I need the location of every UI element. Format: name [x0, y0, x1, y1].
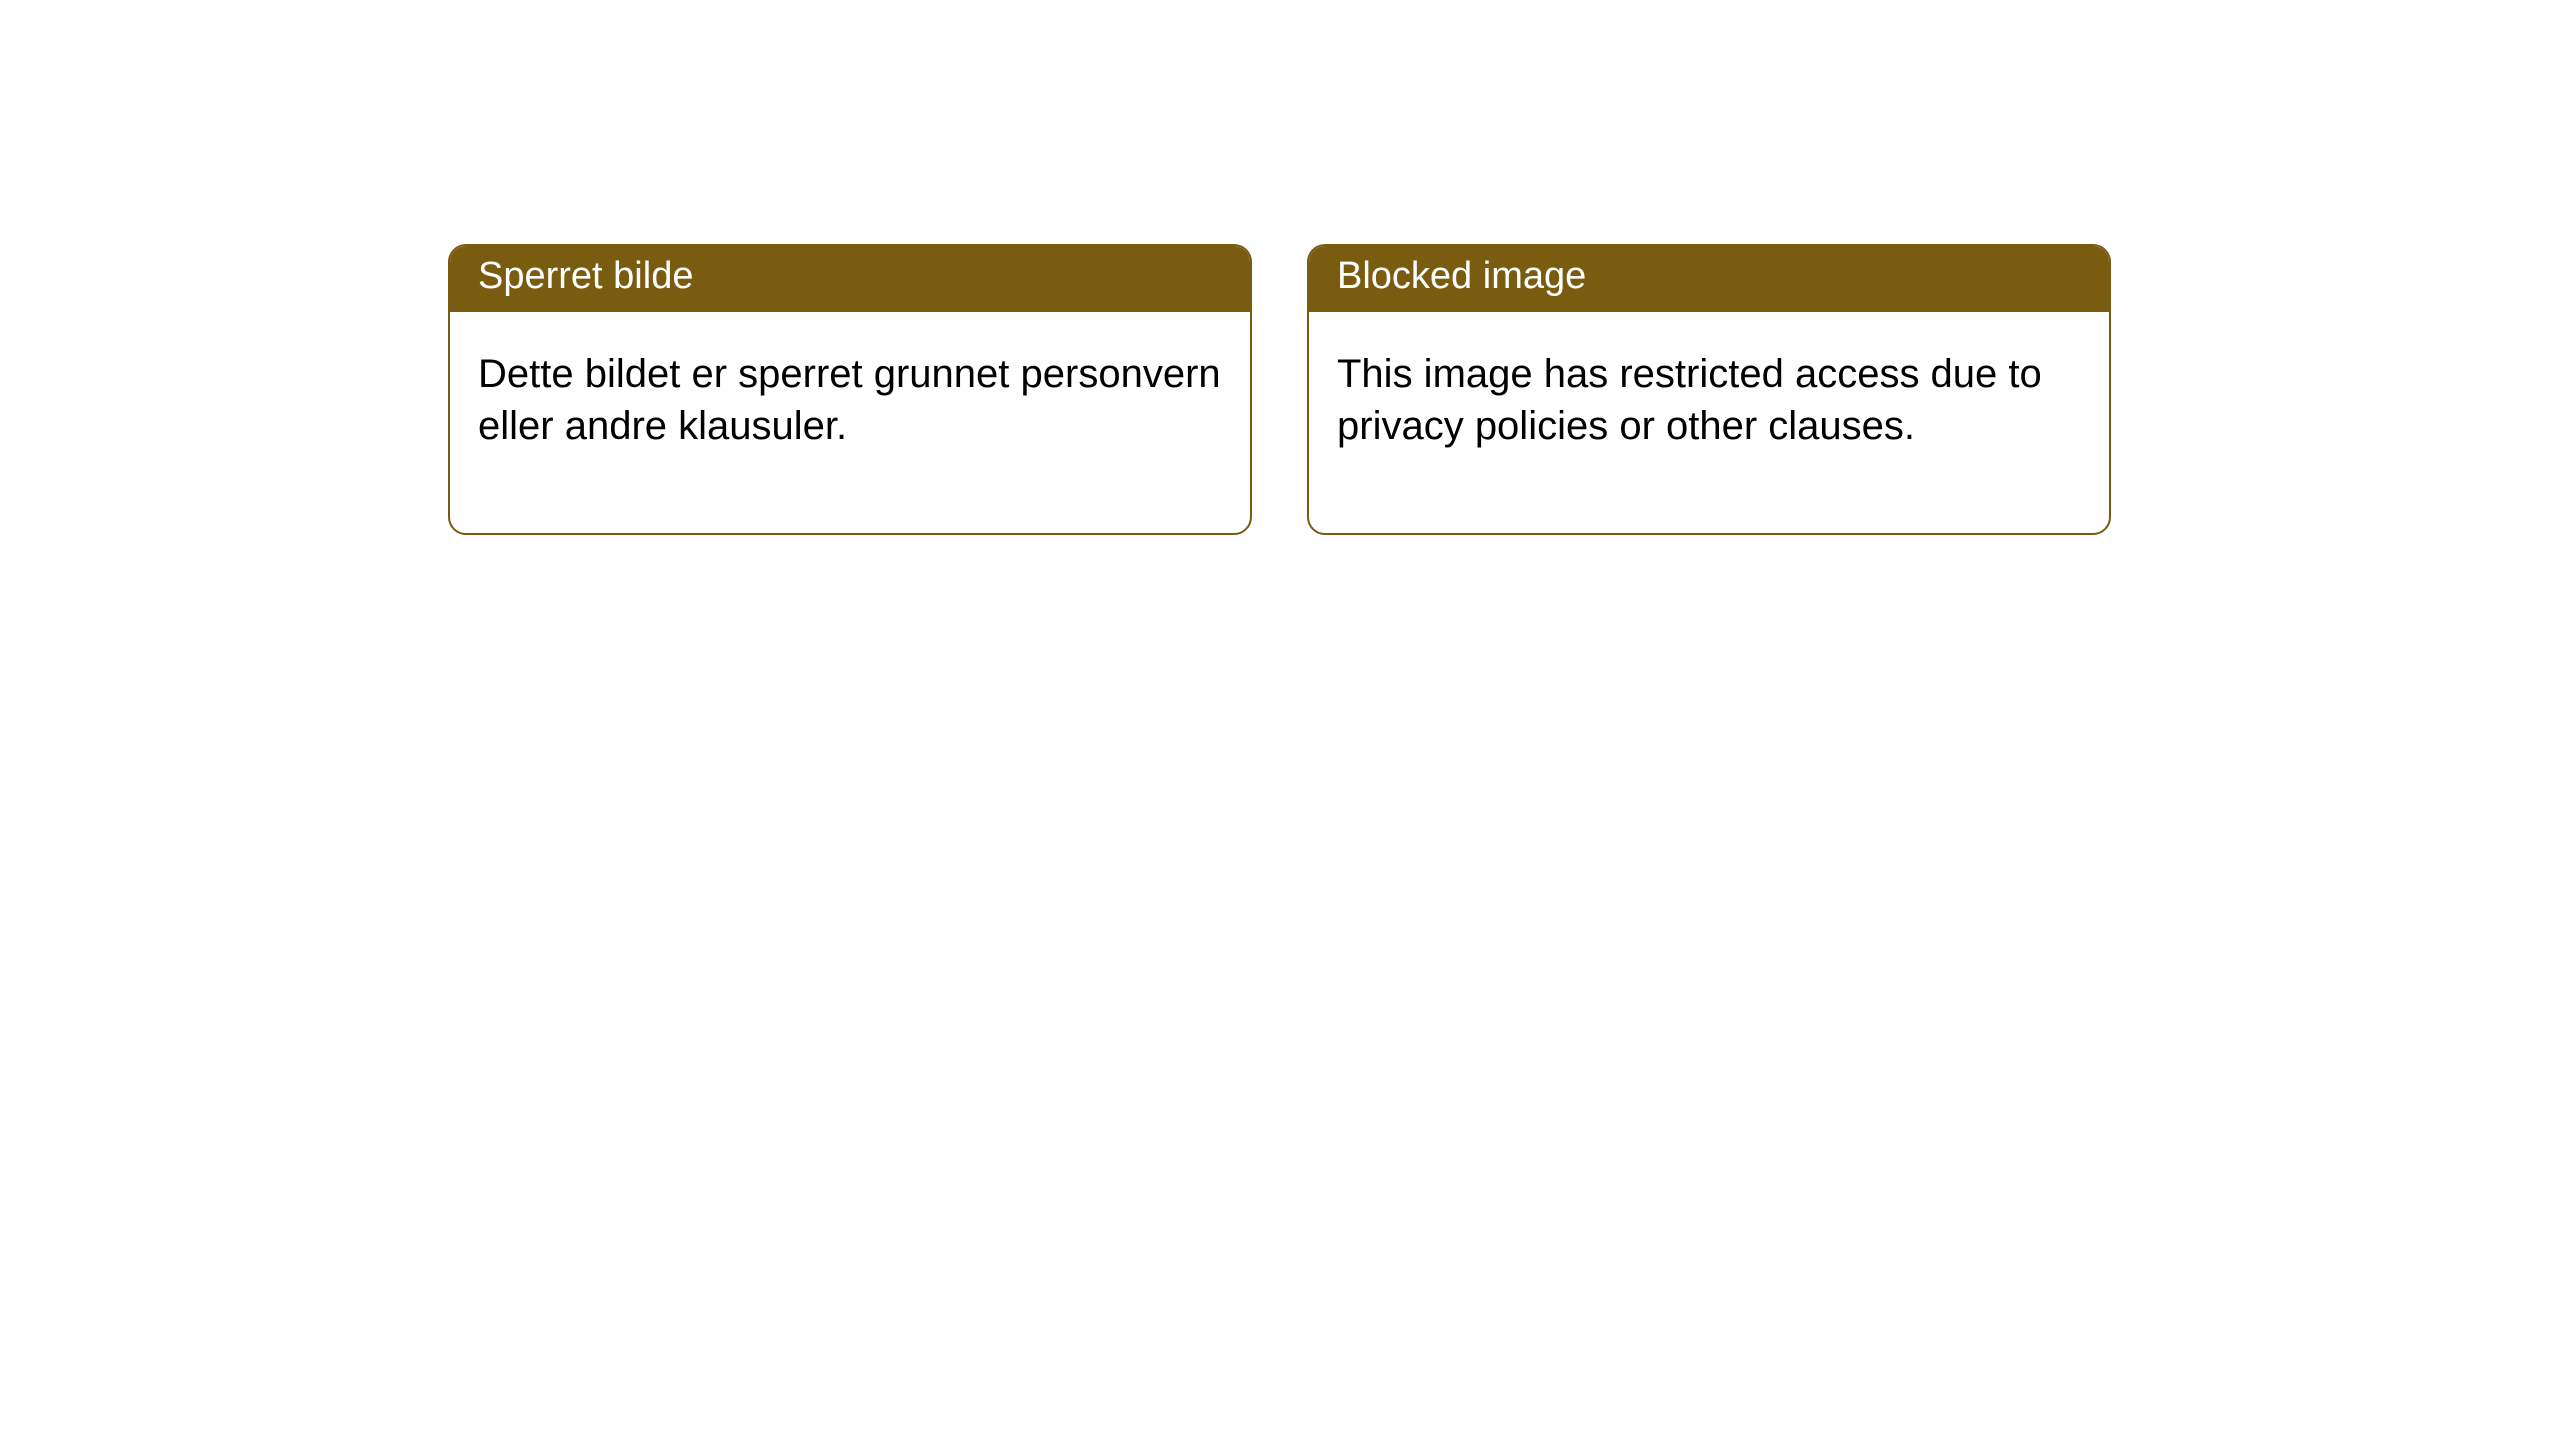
notice-card-english: Blocked image This image has restricted … — [1307, 244, 2111, 535]
notice-container: Sperret bilde Dette bildet er sperret gr… — [0, 0, 2560, 535]
notice-title: Blocked image — [1309, 246, 2109, 312]
notice-body: Dette bildet er sperret grunnet personve… — [450, 312, 1250, 534]
notice-title: Sperret bilde — [450, 246, 1250, 312]
notice-card-norwegian: Sperret bilde Dette bildet er sperret gr… — [448, 244, 1252, 535]
notice-body: This image has restricted access due to … — [1309, 312, 2109, 534]
